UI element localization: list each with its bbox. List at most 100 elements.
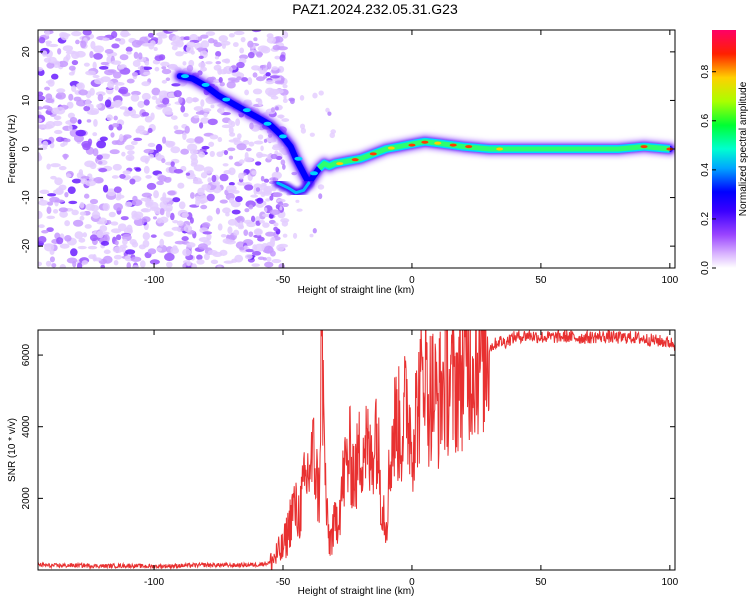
snr-y-ticks: 2000 4000 6000	[21, 344, 675, 510]
noise-speckle	[223, 66, 228, 75]
noise-speckle	[186, 260, 191, 267]
noise-speckle	[250, 194, 259, 198]
noise-speckle	[49, 196, 60, 203]
noise-speckle	[96, 103, 102, 109]
noise-speckle	[276, 198, 286, 203]
noise-speckle	[130, 94, 140, 102]
ridge-hotspot	[640, 145, 648, 149]
noise-speckle	[260, 175, 265, 182]
noise-speckle	[38, 142, 43, 146]
noise-speckle	[159, 238, 165, 247]
noise-speckle	[79, 215, 85, 221]
noise-speckle	[162, 136, 167, 144]
x-tick-label: 100	[661, 275, 678, 286]
noise-speckle	[200, 204, 208, 210]
noise-speckle	[149, 259, 160, 265]
noise-speckle	[151, 87, 161, 96]
noise-speckle	[155, 98, 161, 105]
noise-speckle	[170, 115, 178, 120]
noise-speckle	[171, 35, 181, 44]
noise-speckle	[240, 36, 246, 43]
noise-speckle	[96, 154, 103, 160]
noise-speckle	[263, 178, 270, 183]
ridge-spot	[263, 121, 272, 126]
noise-speckle	[247, 40, 254, 48]
noise-speckle	[46, 227, 54, 233]
colorbar-tick-label: 0.2	[700, 212, 711, 226]
noise-speckle	[156, 180, 164, 186]
noise-speckle	[78, 169, 84, 176]
noise-speckle	[79, 201, 85, 209]
noise-speckle	[130, 256, 142, 262]
noise-speckle	[131, 90, 141, 96]
noise-speckle	[318, 90, 324, 96]
noise-speckle	[265, 198, 271, 202]
noise-speckle	[64, 191, 69, 198]
noise-speckle	[56, 237, 64, 245]
noise-speckle	[259, 220, 265, 224]
noise-speckle	[95, 91, 106, 97]
noise-speckle	[270, 95, 279, 100]
noise-speckle	[113, 186, 122, 194]
noise-speckle	[243, 219, 253, 224]
noise-speckle	[170, 146, 181, 154]
noise-speckle	[147, 32, 154, 38]
snr-plot-area	[38, 330, 675, 570]
noise-speckle	[78, 237, 86, 243]
y-tick-label: 2000	[21, 487, 32, 510]
noise-speckle	[162, 97, 170, 105]
noise-speckle	[39, 195, 44, 202]
noise-speckle	[141, 208, 149, 213]
noise-speckle	[183, 36, 191, 41]
noise-speckle	[230, 120, 236, 128]
noise-speckle	[312, 92, 318, 99]
noise-speckle	[131, 241, 139, 248]
y-tick-label: -10	[21, 190, 32, 205]
spectrogram-x-ticks: -100 -50 0 50 100	[144, 30, 679, 286]
noise-speckle	[199, 199, 206, 204]
noise-speckle	[218, 77, 223, 83]
noise-speckle	[82, 232, 88, 238]
noise-speckle	[111, 43, 120, 49]
noise-speckle	[207, 249, 218, 256]
noise-speckle	[279, 114, 284, 119]
noise-speckle	[38, 106, 44, 110]
noise-speckle	[198, 55, 204, 59]
noise-speckle	[127, 150, 135, 155]
noise-speckle	[143, 165, 150, 174]
ridge-spot	[222, 97, 231, 102]
noise-speckle	[49, 256, 55, 263]
noise-speckle	[147, 248, 157, 255]
noise-speckle	[63, 153, 68, 160]
noise-speckle	[264, 261, 274, 268]
noise-speckle	[256, 203, 264, 208]
noise-speckle	[126, 224, 133, 233]
x-tick-label: -50	[276, 275, 291, 286]
noise-speckle	[295, 199, 300, 203]
noise-speckle	[177, 182, 185, 189]
noise-speckle	[185, 265, 192, 268]
noise-speckle	[77, 245, 87, 250]
noise-speckle	[156, 247, 162, 252]
noise-speckle	[160, 61, 170, 67]
snr-x-axis-label: Height of straight line (km)	[298, 586, 415, 597]
noise-speckle	[106, 55, 112, 65]
noise-speckle	[153, 190, 159, 199]
noise-speckle	[260, 191, 266, 197]
ridge-hotspot	[465, 145, 473, 149]
noise-speckle	[173, 169, 184, 174]
noise-speckle	[71, 85, 77, 93]
noise-speckle	[85, 180, 96, 187]
noise-speckle	[228, 167, 236, 176]
noise-speckle	[41, 229, 49, 234]
noise-speckle	[80, 40, 87, 49]
noise-speckle	[94, 78, 105, 85]
noise-speckle	[100, 264, 106, 268]
noise-speckle	[198, 61, 206, 69]
noise-speckle	[279, 206, 283, 211]
noise-speckle	[260, 46, 271, 54]
noise-speckle	[71, 209, 79, 216]
noise-speckle	[223, 260, 234, 264]
noise-speckle	[251, 263, 261, 267]
noise-speckle	[255, 229, 262, 236]
